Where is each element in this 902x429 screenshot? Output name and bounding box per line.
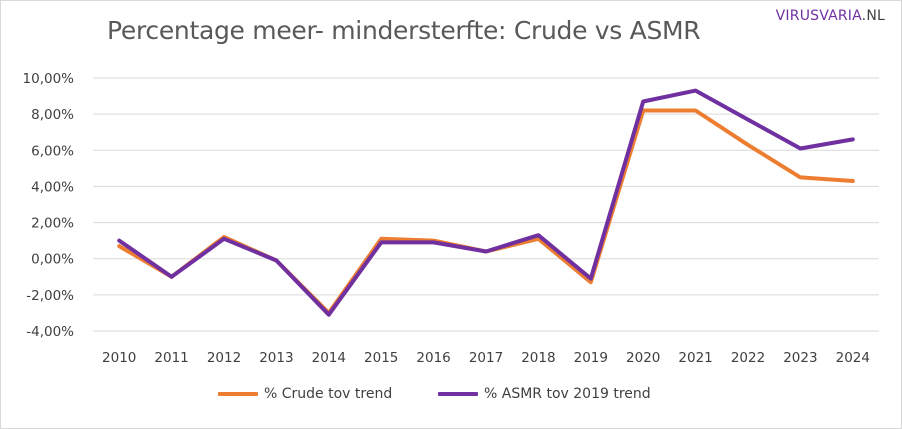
x-tick-label: 2019 bbox=[574, 350, 608, 366]
x-tick-label: 2024 bbox=[836, 350, 870, 366]
y-tick-label: -2,00% bbox=[26, 288, 74, 304]
x-tick-label: 2016 bbox=[416, 350, 450, 366]
x-tick-label: 2011 bbox=[154, 350, 188, 366]
x-tick-label: 2023 bbox=[783, 350, 817, 366]
y-tick-label: 2,00% bbox=[31, 216, 74, 232]
y-tick-label: 4,00% bbox=[31, 179, 74, 195]
y-tick-label: 0,00% bbox=[31, 252, 74, 268]
line-chart: -4,00% -2,00% 0,00% 2,00% 4,00% 6,00% 8,00% 10,… bbox=[0, 0, 902, 429]
series-line-1 bbox=[119, 111, 853, 313]
legend-swatch bbox=[218, 392, 258, 396]
legend-label: % ASMR tov 2019 trend bbox=[484, 386, 651, 402]
x-tick-label: 2020 bbox=[626, 350, 660, 366]
y-tick-label: 8,00% bbox=[31, 107, 74, 123]
x-tick-label: 2010 bbox=[102, 350, 136, 366]
x-tick-label: 2018 bbox=[521, 350, 555, 366]
chart-legend: % Crude tov trend % ASMR tov 2019 trend bbox=[0, 386, 902, 410]
x-tick-label: 2015 bbox=[364, 350, 398, 366]
y-tick-label: 6,00% bbox=[31, 143, 74, 159]
legend-item-2: % ASMR tov 2019 trend bbox=[438, 386, 651, 402]
legend-label: % Crude tov trend bbox=[264, 386, 392, 402]
x-tick-label: 2022 bbox=[731, 350, 765, 366]
x-tick-label: 2017 bbox=[469, 350, 503, 366]
x-tick-label: 2012 bbox=[207, 350, 241, 366]
y-tick-label: -4,00% bbox=[26, 324, 74, 340]
series-line-2 bbox=[119, 91, 853, 315]
x-tick-label: 2014 bbox=[312, 350, 346, 366]
legend-swatch bbox=[438, 392, 478, 396]
y-tick-label: 10,00% bbox=[23, 71, 75, 87]
x-tick-label: 2013 bbox=[259, 350, 293, 366]
legend-item-1: % Crude tov trend bbox=[218, 386, 392, 402]
x-tick-label: 2021 bbox=[678, 350, 712, 366]
